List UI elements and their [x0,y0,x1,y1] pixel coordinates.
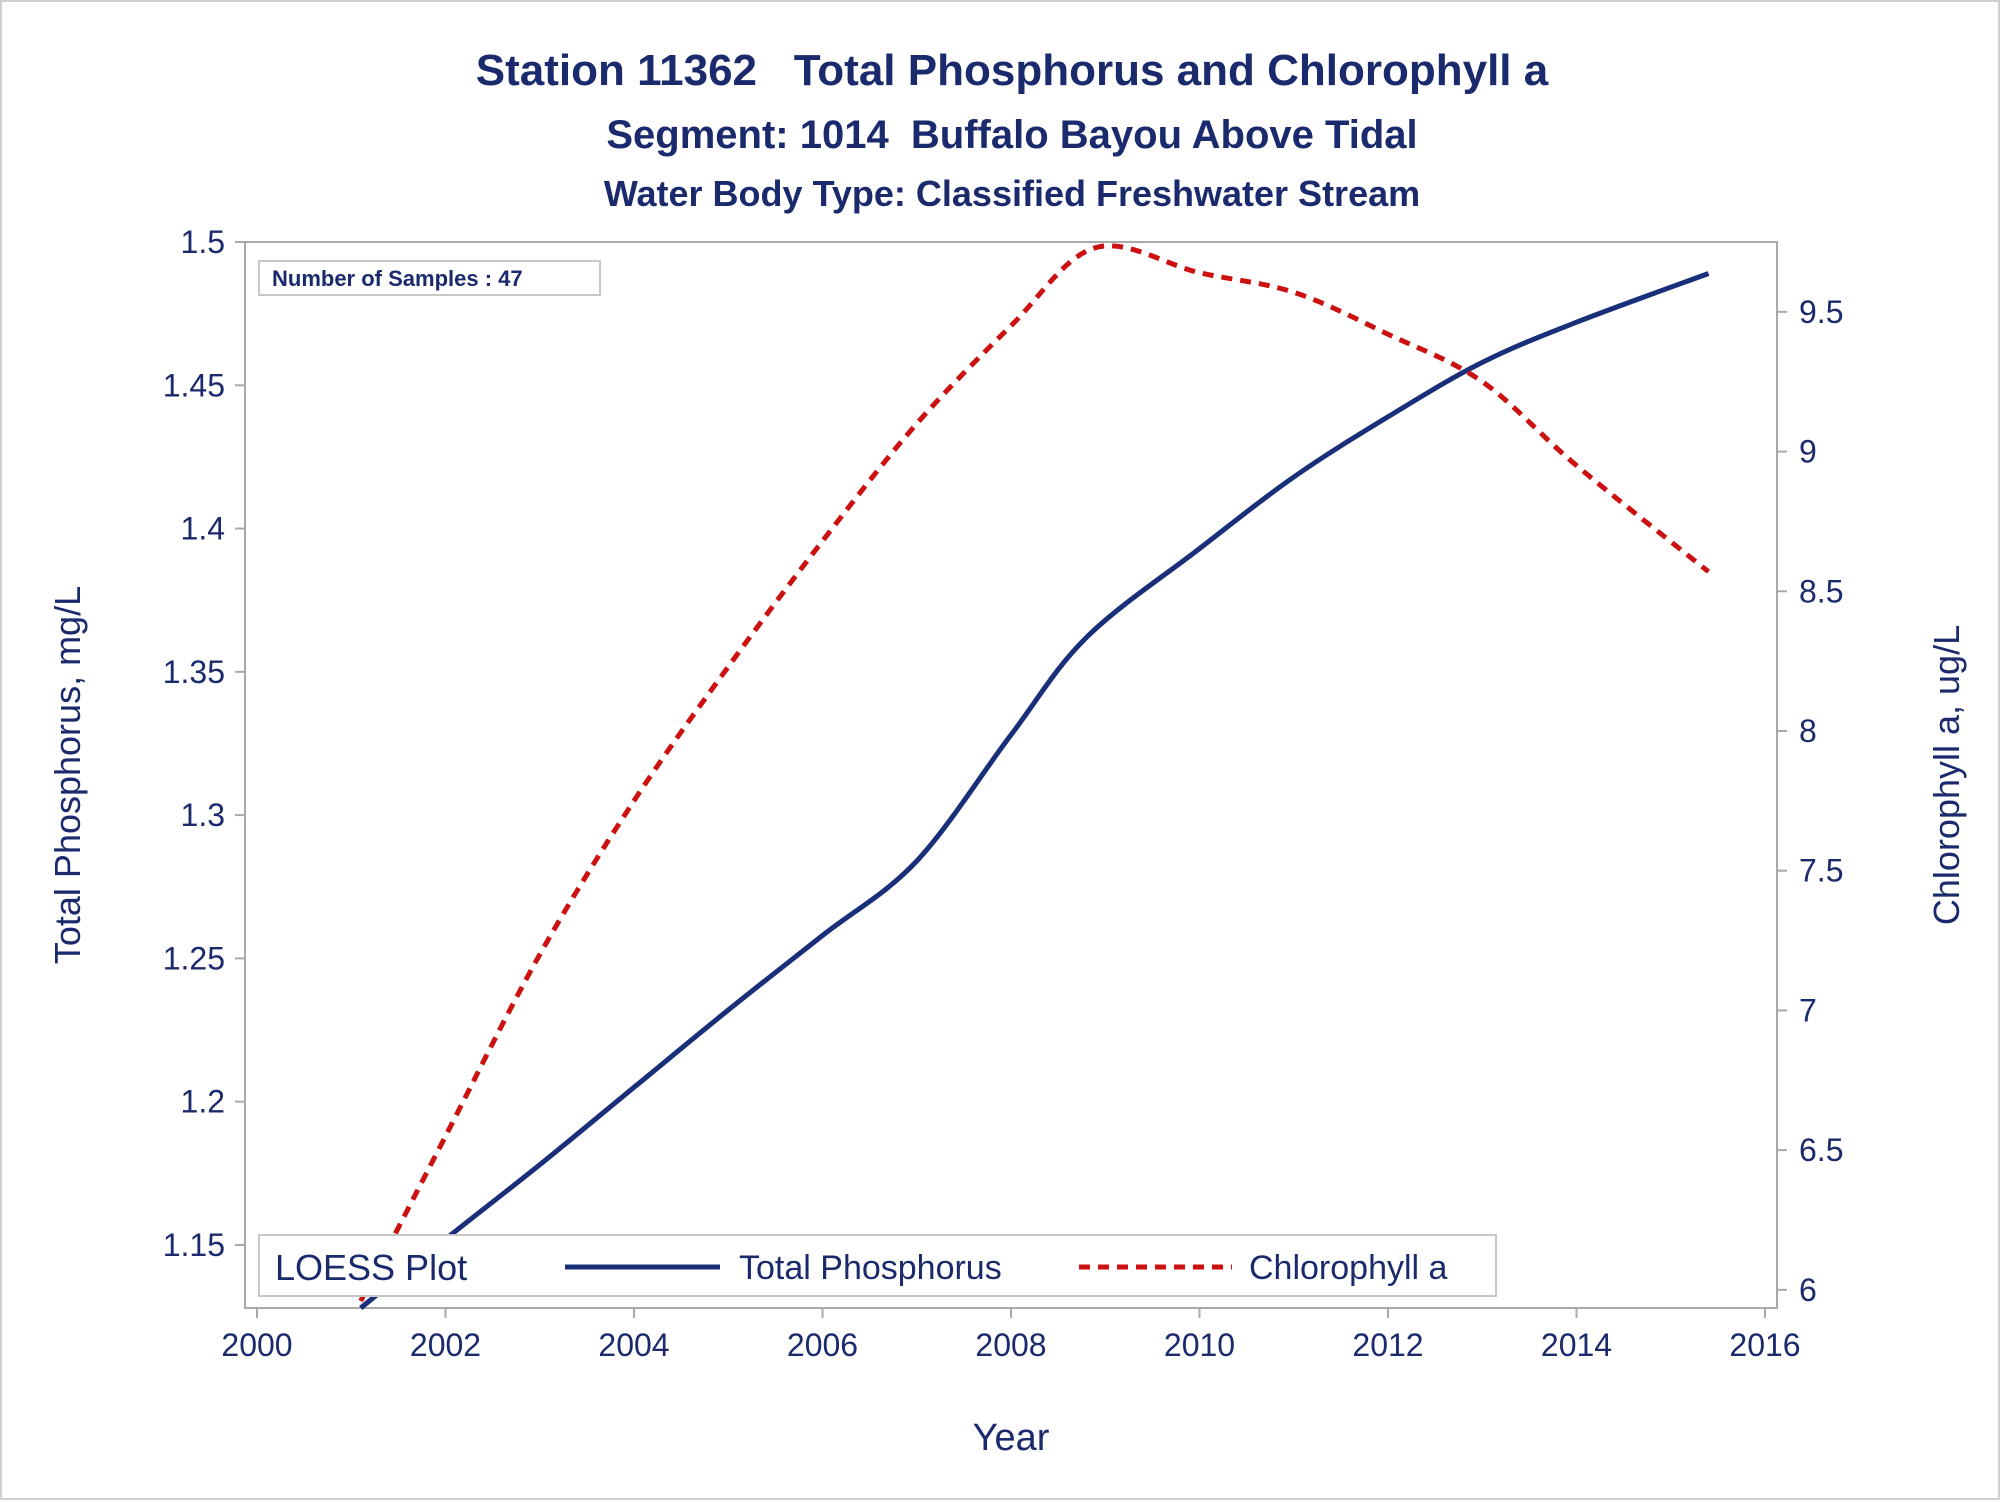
x-tick-label: 2012 [1352,1327,1423,1363]
y2-tick-label: 9 [1799,434,1817,470]
x-tick-label: 2016 [1729,1327,1800,1363]
y-axis-left-title: Total Phosphorus, mg/L [47,586,88,964]
sample-count-annotation: Number of Samples : 47 [258,260,601,296]
y-tick-label: 1.5 [181,224,225,260]
legend-label-chlorophyll-a: Chlorophyll a [1249,1249,1448,1287]
y2-tick-label: 6 [1799,1272,1817,1308]
chart-title: Station 11362 Total Phosphorus and Chlor… [476,46,1549,95]
y-tick-label: 1.4 [181,511,225,547]
y2-tick-label: 7.5 [1799,853,1843,889]
y-tick-label: 1.3 [181,797,225,833]
y-tick-label: 1.45 [163,367,225,403]
legend-box [258,1234,1497,1297]
x-tick-label: 2002 [410,1327,481,1363]
y2-tick-label: 9.5 [1799,294,1843,330]
y2-tick-label: 7 [1799,992,1817,1028]
legend-label-total-phosphorus: Total Phosphorus [739,1249,1002,1287]
x-tick-label: 2000 [221,1327,292,1363]
legend-title: LOESS Plot [275,1247,467,1288]
y-axis-right: 6 6.5 7 7.5 8 8.5 9 9.5 [1777,294,1843,1308]
x-tick-label: 2004 [598,1327,669,1363]
y2-tick-label: 8 [1799,713,1817,749]
x-tick-label: 2014 [1541,1327,1612,1363]
x-axis-title: Year [973,1417,1050,1459]
y-tick-label: 1.15 [163,1227,225,1263]
x-tick-label: 2008 [975,1327,1046,1363]
series-line-chlorophyll-a [358,243,1711,1303]
series-layer [358,243,1711,1310]
plot-area [244,241,1778,1309]
y-tick-label: 1.35 [163,654,225,690]
annotation-box [258,260,601,296]
y2-tick-label: 6.5 [1799,1132,1843,1168]
y-tick-label: 1.25 [163,940,225,976]
y-axis-left: 1.15 1.2 1.25 1.3 1.35 1.4 1.45 1.5 [163,224,245,1263]
legend: LOESS Plot Total Phosphorus Chlorophyll … [258,1234,1497,1297]
series-line-total-phosphorus [359,271,1710,1310]
y-tick-label: 1.2 [181,1084,225,1120]
chart-subtitle: Segment: 1014 Buffalo Bayou Above Tidal [606,113,1417,157]
y-axis-right-title: Chlorophyll a, ug/L [1926,625,1967,925]
y2-tick-label: 8.5 [1799,573,1843,609]
x-axis: 2000 2002 2004 2006 2008 2010 2012 2014 2016 [221,1308,1801,1363]
chart-subtitle-2: Water Body Type: Classified Freshwater S… [604,173,1420,214]
x-tick-label: 2006 [787,1327,858,1363]
annotation-text: Number of Samples : 47 [272,266,523,291]
x-tick-label: 2010 [1164,1327,1235,1363]
